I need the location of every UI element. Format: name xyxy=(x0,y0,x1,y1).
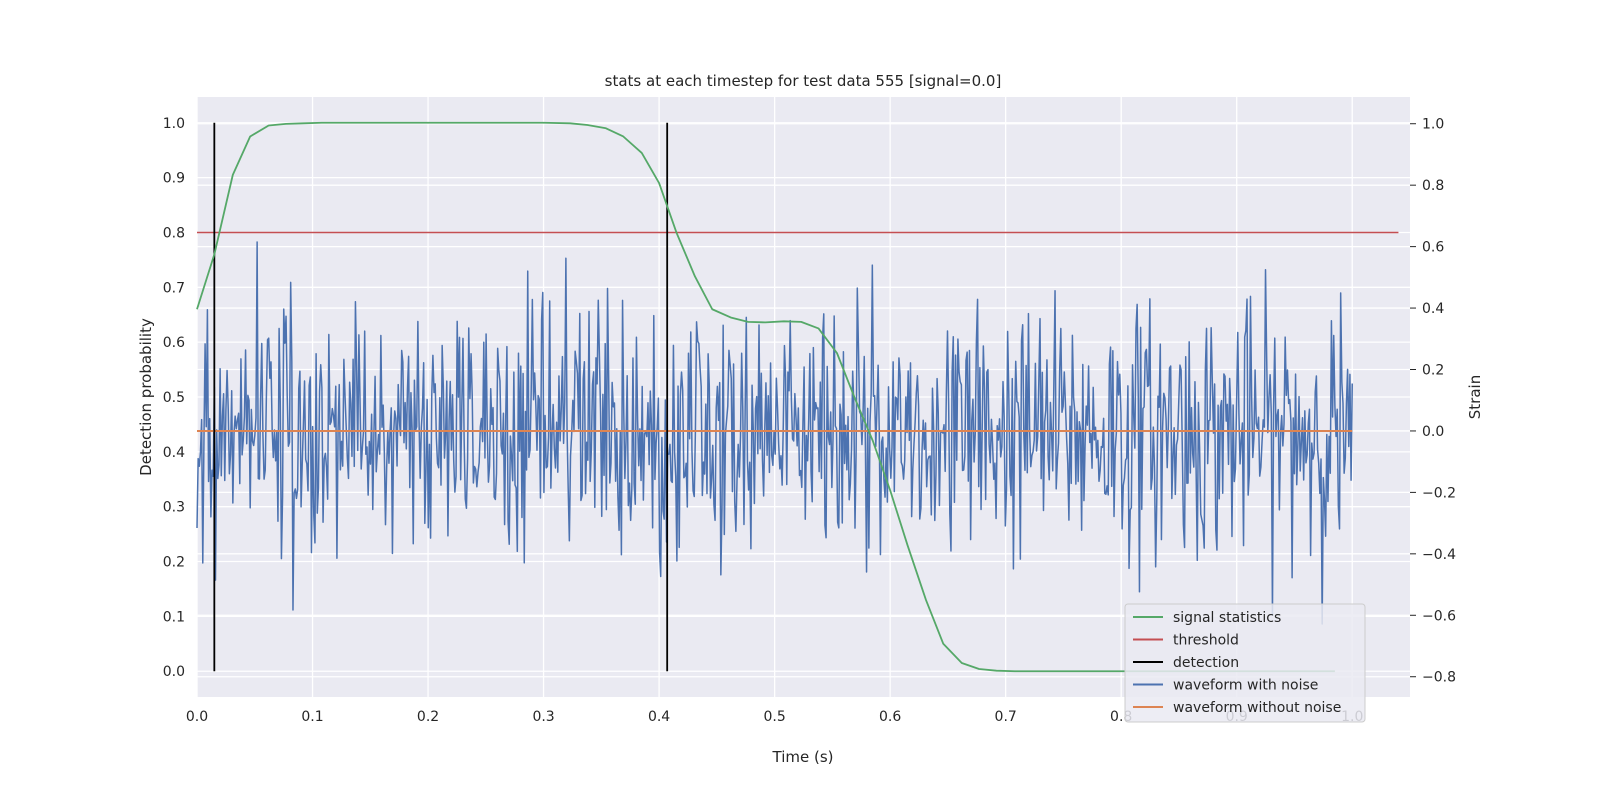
y-tick-label: 0.6 xyxy=(163,335,185,351)
y-tick-label: 0.8 xyxy=(163,225,185,241)
y2-tick-label: 0.2 xyxy=(1422,363,1444,379)
y2-axis-label: Strain xyxy=(1466,375,1484,419)
chart-title: stats at each timestep for test data 555… xyxy=(605,72,1002,90)
legend: signal statistics threshold detection wavef… xyxy=(1124,603,1366,723)
x-tick-label: 0.0 xyxy=(186,709,208,725)
y2-tick-label: 0.0 xyxy=(1422,424,1444,440)
x-tick-label: 0.5 xyxy=(763,709,785,725)
y-axis-label: Detection probability xyxy=(137,318,155,476)
x-axis-label: Time (s) xyxy=(772,748,834,766)
y-tick-label: 0.3 xyxy=(163,500,185,516)
y2-tick-label: −0.2 xyxy=(1422,485,1456,501)
y2-tick-label: −0.4 xyxy=(1422,547,1456,563)
y2-tick-label: 0.6 xyxy=(1422,240,1444,256)
y-tick-label: 0.1 xyxy=(163,609,185,625)
x-tick-label: 0.4 xyxy=(648,709,670,725)
y-tick-label: 0.5 xyxy=(163,390,185,406)
y2-tick-label: 0.8 xyxy=(1422,178,1444,194)
x-tick-label: 0.3 xyxy=(532,709,554,725)
x-tick-label: 0.1 xyxy=(301,709,323,725)
x-tick-label: 0.6 xyxy=(879,709,901,725)
y2-tick-label: 1.0 xyxy=(1422,117,1444,133)
x-tick-label: 0.2 xyxy=(417,709,439,725)
y2-tick-label: −0.6 xyxy=(1422,608,1456,624)
x-tick-label: 0.7 xyxy=(995,709,1017,725)
legend-box xyxy=(1124,603,1366,723)
series-signal-statistics xyxy=(196,121,1335,673)
y-tick-label: 0.9 xyxy=(163,171,185,187)
series-waveform-with-noise xyxy=(196,241,1353,625)
y-tick-label: 1.0 xyxy=(163,116,185,132)
y-tick-label: 0.0 xyxy=(163,664,185,680)
legend-label: detection xyxy=(1173,655,1239,671)
plot-marks xyxy=(196,121,1399,673)
y-tick-label: 0.2 xyxy=(163,555,185,571)
legend-label: signal statistics xyxy=(1173,610,1281,626)
y2-tick-label: −0.8 xyxy=(1422,670,1456,686)
y-tick-label: 0.4 xyxy=(163,445,185,461)
legend-label: threshold xyxy=(1173,633,1239,649)
y2-tick-label: 0.4 xyxy=(1422,301,1444,317)
y-tick-label: 0.7 xyxy=(163,280,185,296)
legend-label: waveform with noise xyxy=(1173,678,1318,694)
legend-label: waveform without noise xyxy=(1173,700,1341,716)
